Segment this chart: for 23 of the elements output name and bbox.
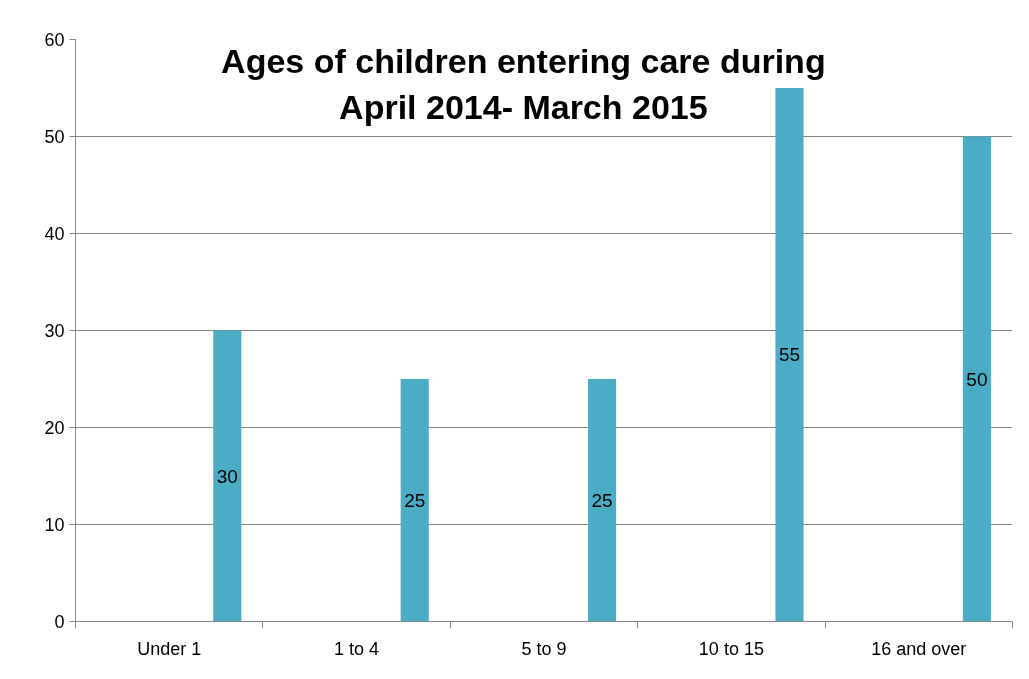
data-label: 55 <box>778 344 801 366</box>
data-label: 30 <box>216 465 238 487</box>
text: Ages of children entering care during April 2014- March 2015 <box>221 42 826 127</box>
y-tick-label: 60 <box>44 30 65 50</box>
y-tick-label: 20 <box>44 418 65 438</box>
bar <box>775 88 804 622</box>
bar <box>400 379 429 622</box>
x-tick-label: 5 to 9 <box>521 638 567 659</box>
y-tick-label: 40 <box>44 224 65 244</box>
y-tick-label: 50 <box>44 127 65 147</box>
y-tick-label: 0 <box>54 612 65 632</box>
bar <box>213 330 242 622</box>
x-tick-label: 1 to 4 <box>334 638 380 659</box>
x-tick-label: 10 to 15 <box>698 638 764 659</box>
bar <box>962 136 991 622</box>
x-tick-label: Under 1 <box>137 638 202 659</box>
bar <box>588 379 617 622</box>
x-tick-label: 16 and over <box>871 638 967 659</box>
y-tick-label: 10 <box>44 515 65 535</box>
data-label: 25 <box>404 489 426 511</box>
data-label: 50 <box>966 368 988 390</box>
y-tick-label: 30 <box>44 321 65 341</box>
data-label: 25 <box>591 489 613 511</box>
